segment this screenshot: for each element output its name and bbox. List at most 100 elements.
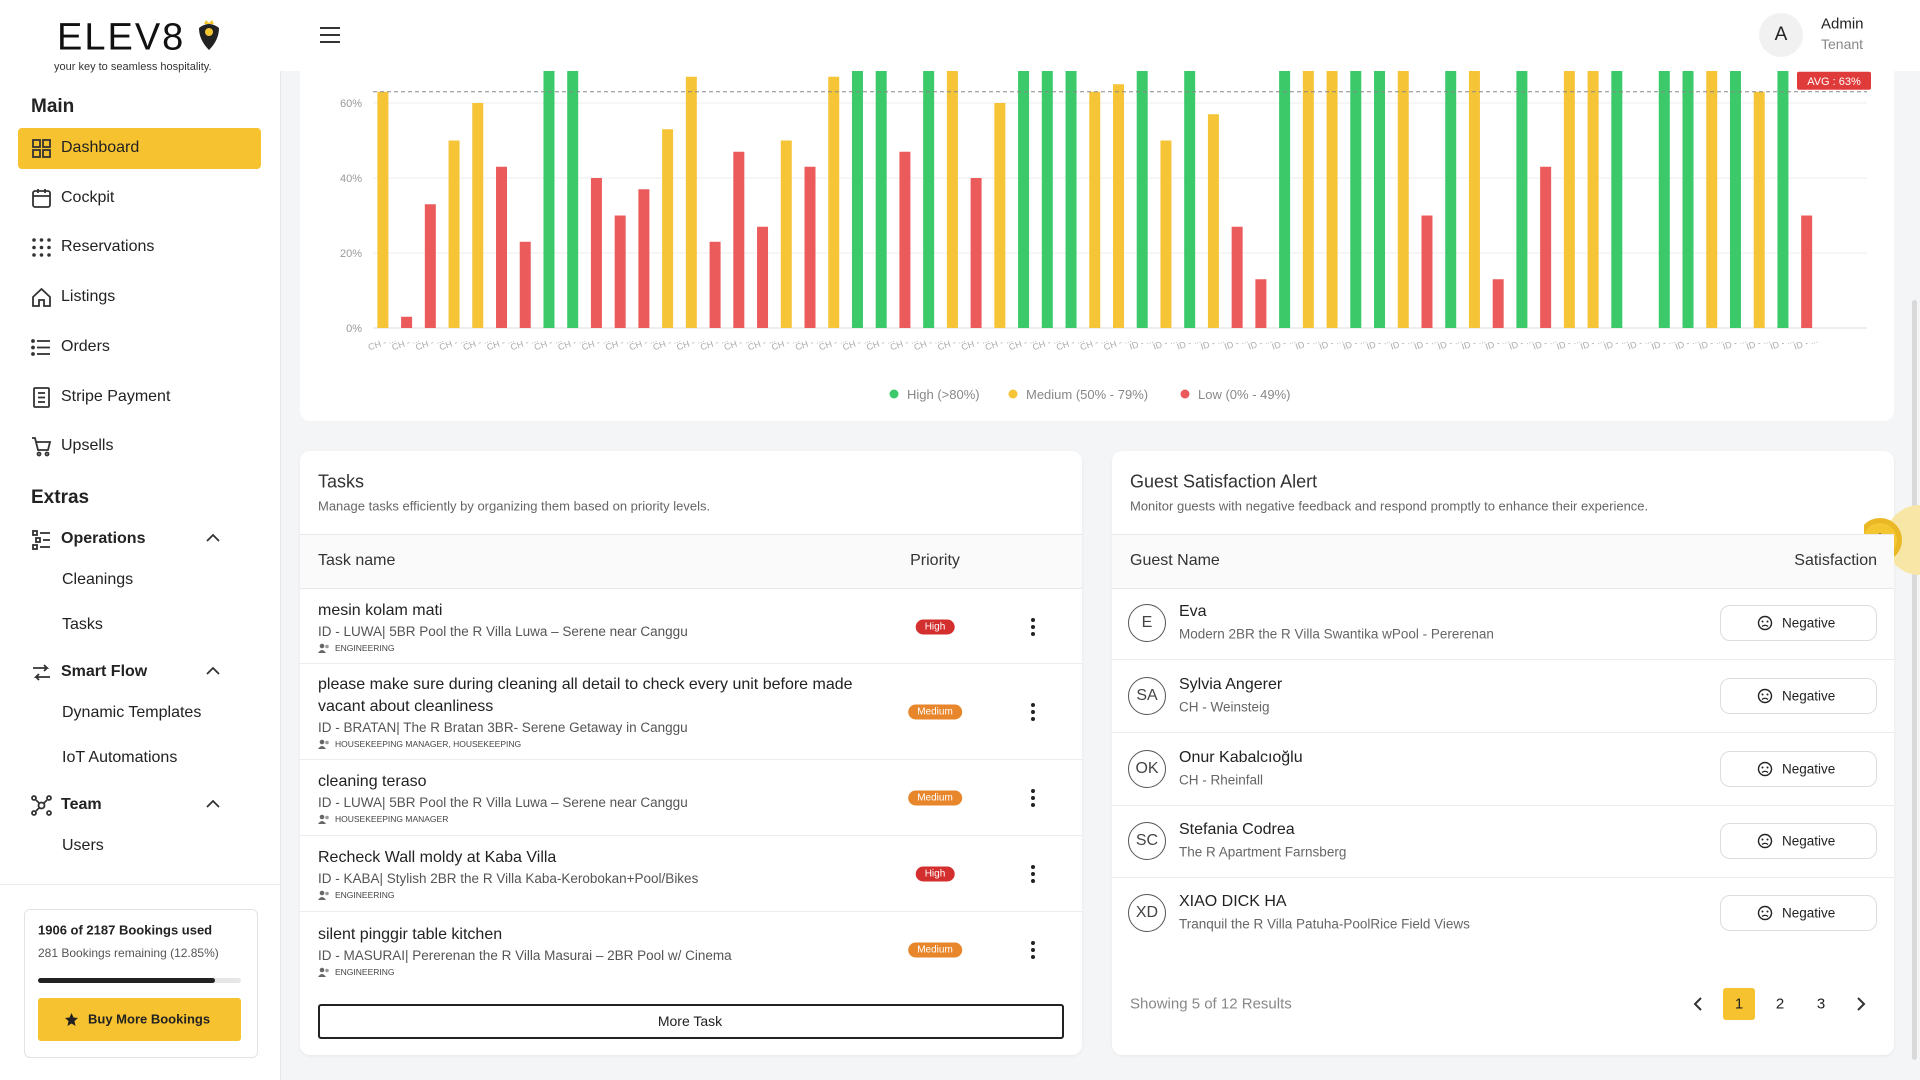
nav-icon — [32, 238, 51, 258]
legend-swatch — [1180, 389, 1190, 399]
nav-item[interactable]: Stripe Payment — [61, 387, 171, 405]
satisfaction-button[interactable] — [1720, 895, 1877, 931]
nav-sub-item[interactable]: Users — [62, 837, 104, 854]
nav-icon — [33, 386, 50, 408]
roles-icon — [318, 890, 329, 900]
bar — [543, 9, 555, 328]
bar — [970, 178, 982, 328]
more-task-button[interactable] — [318, 1004, 1064, 1039]
bar — [1682, 0, 1694, 328]
satisfaction-label: Negative — [1782, 615, 1836, 631]
task-listing: ID - LUWA| 5BR Pool the R Villa Luwa – S… — [318, 623, 688, 639]
bar — [567, 9, 579, 328]
nav-sub-item[interactable]: Dynamic Templates — [62, 704, 202, 721]
bar — [994, 103, 1006, 328]
nav-item[interactable]: Reservations — [61, 238, 155, 256]
nav-sub-item[interactable]: Cleanings — [62, 571, 134, 588]
bar — [733, 151, 745, 328]
results-count: Showing 5 of 12 Results — [1130, 995, 1292, 1013]
row-menu[interactable] — [1029, 788, 1037, 808]
roles-icon — [318, 643, 329, 653]
satisfaction-label: Negative — [1782, 833, 1836, 849]
bar — [1801, 215, 1813, 328]
collapse-chevron[interactable] — [206, 799, 220, 809]
nav-item[interactable]: Orders — [61, 337, 110, 355]
row-menu[interactable] — [1029, 864, 1037, 884]
bar — [1563, 43, 1575, 328]
bar — [448, 140, 460, 328]
nav-icon — [32, 287, 51, 307]
sidebar-divider — [0, 884, 280, 885]
bar — [472, 103, 484, 328]
guest-property: Modern 2BR the R Villa Swantika wPool - … — [1179, 626, 1494, 642]
collapse-chevron[interactable] — [206, 666, 220, 676]
next-page[interactable] — [1855, 997, 1867, 1011]
legend-label: Medium (50% - 79%) — [1026, 387, 1148, 402]
bar — [614, 215, 626, 328]
bar — [1729, 0, 1741, 328]
nav-sub-item[interactable]: IoT Automations — [62, 749, 178, 766]
menu-icon[interactable] — [318, 25, 342, 45]
satisfaction-button[interactable] — [1720, 751, 1877, 787]
nav-item[interactable]: Dashboard — [61, 139, 140, 156]
row-menu[interactable] — [1029, 702, 1037, 722]
page-number[interactable]: 3 — [1816, 995, 1826, 1013]
task-roles-line: HOUSEKEEPING MANAGER — [318, 814, 1082, 824]
page-number[interactable]: 2 — [1775, 995, 1785, 1013]
page-number[interactable]: 1 — [1734, 995, 1744, 1013]
bar — [875, 0, 887, 328]
column-header: Guest Name — [1130, 552, 1220, 569]
more-task-label: More Task — [657, 1013, 723, 1029]
nav-icon — [32, 139, 51, 158]
task-name: please make sure during cleaning all det… — [318, 676, 853, 715]
guest-avatar — [1128, 677, 1166, 715]
roles-icon — [318, 814, 329, 824]
row-menu[interactable] — [1029, 940, 1037, 960]
bar — [685, 76, 697, 328]
task-roles: ENGINEERING — [335, 966, 395, 977]
star-icon — [65, 1013, 78, 1026]
bar — [1374, 0, 1386, 328]
nav-item[interactable]: Upsells — [61, 437, 114, 455]
nav-icon — [31, 338, 50, 356]
bar — [519, 241, 531, 328]
satisfaction-button[interactable] — [1720, 678, 1877, 714]
nav-icon — [31, 795, 52, 816]
task-name: cleaning teraso — [318, 773, 427, 790]
collapse-chevron[interactable] — [206, 533, 220, 543]
bar — [377, 91, 389, 328]
row-menu[interactable] — [1029, 617, 1037, 637]
legend-swatch — [889, 389, 899, 399]
nav-item[interactable]: Cockpit — [61, 188, 115, 206]
section-title: Extras — [31, 487, 90, 508]
nav-icon — [32, 530, 50, 550]
occupancy-chart: 0%20%40%60%CH - ...CH - ...CH - ...CH - … — [300, 0, 1894, 421]
divider — [300, 588, 1082, 589]
guest-avatar — [1128, 822, 1166, 860]
current-page-bg[interactable] — [1723, 988, 1755, 1020]
bar — [1468, 50, 1480, 328]
section-title: Main — [31, 96, 75, 117]
divider — [1112, 877, 1894, 878]
task-listing: ID - KABA| Stylish 2BR the R Villa Kaba-… — [318, 871, 699, 886]
priority-badge: High — [915, 619, 955, 634]
divider — [1112, 588, 1894, 589]
nav-item[interactable]: Listings — [61, 288, 116, 306]
nav-item[interactable]: Operations — [61, 530, 146, 547]
bar — [1302, 46, 1314, 328]
task-roles-line: HOUSEKEEPING MANAGER, HOUSEKEEPING — [318, 739, 1082, 749]
bar — [899, 151, 911, 328]
nav-item[interactable]: Smart Flow — [61, 663, 148, 680]
satisfaction-label: Negative — [1782, 761, 1836, 777]
satisfaction-button[interactable] — [1720, 605, 1877, 641]
satisfaction-button[interactable] — [1720, 823, 1877, 859]
prev-page[interactable] — [1692, 997, 1704, 1011]
bar — [424, 204, 436, 328]
task-roles: ENGINEERING — [335, 642, 395, 653]
priority-badge: Medium — [908, 942, 962, 958]
nav-item[interactable]: Team — [61, 796, 102, 813]
nav-active-bg[interactable] — [18, 128, 261, 169]
nav-sub-item[interactable]: Tasks — [62, 616, 103, 633]
bar — [1658, 9, 1670, 328]
nav-icon — [32, 437, 52, 457]
